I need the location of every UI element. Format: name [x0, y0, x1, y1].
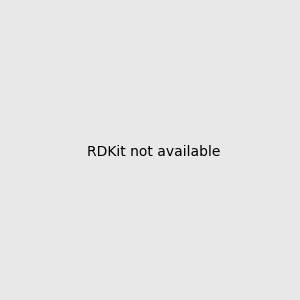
Text: RDKit not available: RDKit not available: [87, 145, 220, 158]
